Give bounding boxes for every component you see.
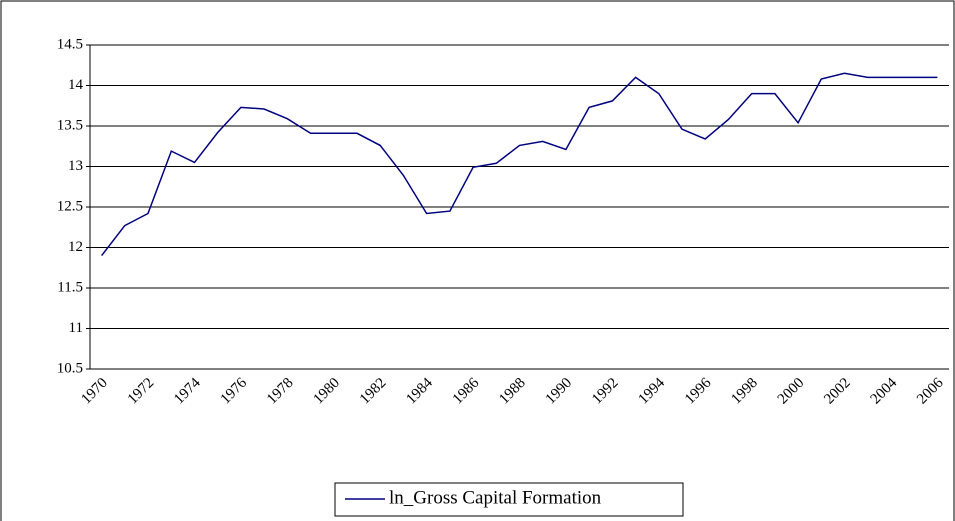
y-tick-label: 13 [68,158,83,174]
y-tick-label: 11.5 [57,279,83,295]
y-tick-label: 12.5 [57,198,83,214]
legend: ln_Gross Capital Formation [334,482,684,517]
legend-box [334,482,684,517]
y-tick-label: 14.5 [57,36,83,52]
y-tick-label: 10.5 [57,360,83,376]
y-tick-label: 11 [69,320,83,336]
y-tick-label: 14 [68,77,84,93]
y-tick-label: 12 [68,239,83,255]
y-tick-label: 13.5 [57,117,83,133]
legend-label: ln_Gross Capital Formation [389,487,602,508]
line-series [101,72,938,257]
